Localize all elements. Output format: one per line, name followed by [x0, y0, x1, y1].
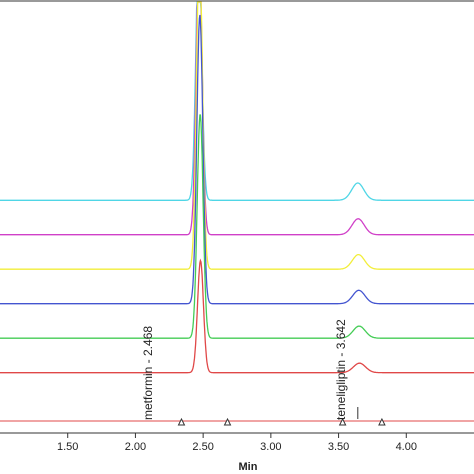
x-tick-label: 3.00	[260, 441, 281, 453]
chromatogram-traces	[0, 1, 474, 422]
peak-label-teneligliptin: teneligliptin - 3.642	[334, 319, 348, 420]
chromatogram-trace-4	[0, 14, 474, 305]
x-axis-ticks: 1.50 2.00 2.50 3.00 3.50 4.00	[57, 433, 417, 453]
integration-markers	[177, 407, 386, 426]
chromatogram-trace-2	[0, 1, 474, 236]
integration-marker	[378, 417, 386, 426]
x-tick-label: 3.50	[328, 441, 349, 453]
integration-marker	[223, 417, 232, 426]
chromatogram-trace-1	[0, 1, 474, 201]
integration-marker	[177, 417, 186, 426]
peak-label-metformin: metformin - 2.468	[141, 326, 155, 420]
x-axis-label: Min	[239, 461, 258, 473]
x-tick-label: 2.00	[125, 441, 146, 453]
x-tick-label: 1.50	[57, 441, 78, 453]
integration-marker	[338, 417, 347, 426]
chromatogram-trace-5	[0, 114, 474, 339]
chromatogram-trace-3	[0, 1, 474, 270]
x-tick-label: 4.00	[396, 441, 417, 453]
x-tick-label: 2.50	[192, 441, 213, 453]
chromatogram-trace-6	[0, 258, 474, 374]
